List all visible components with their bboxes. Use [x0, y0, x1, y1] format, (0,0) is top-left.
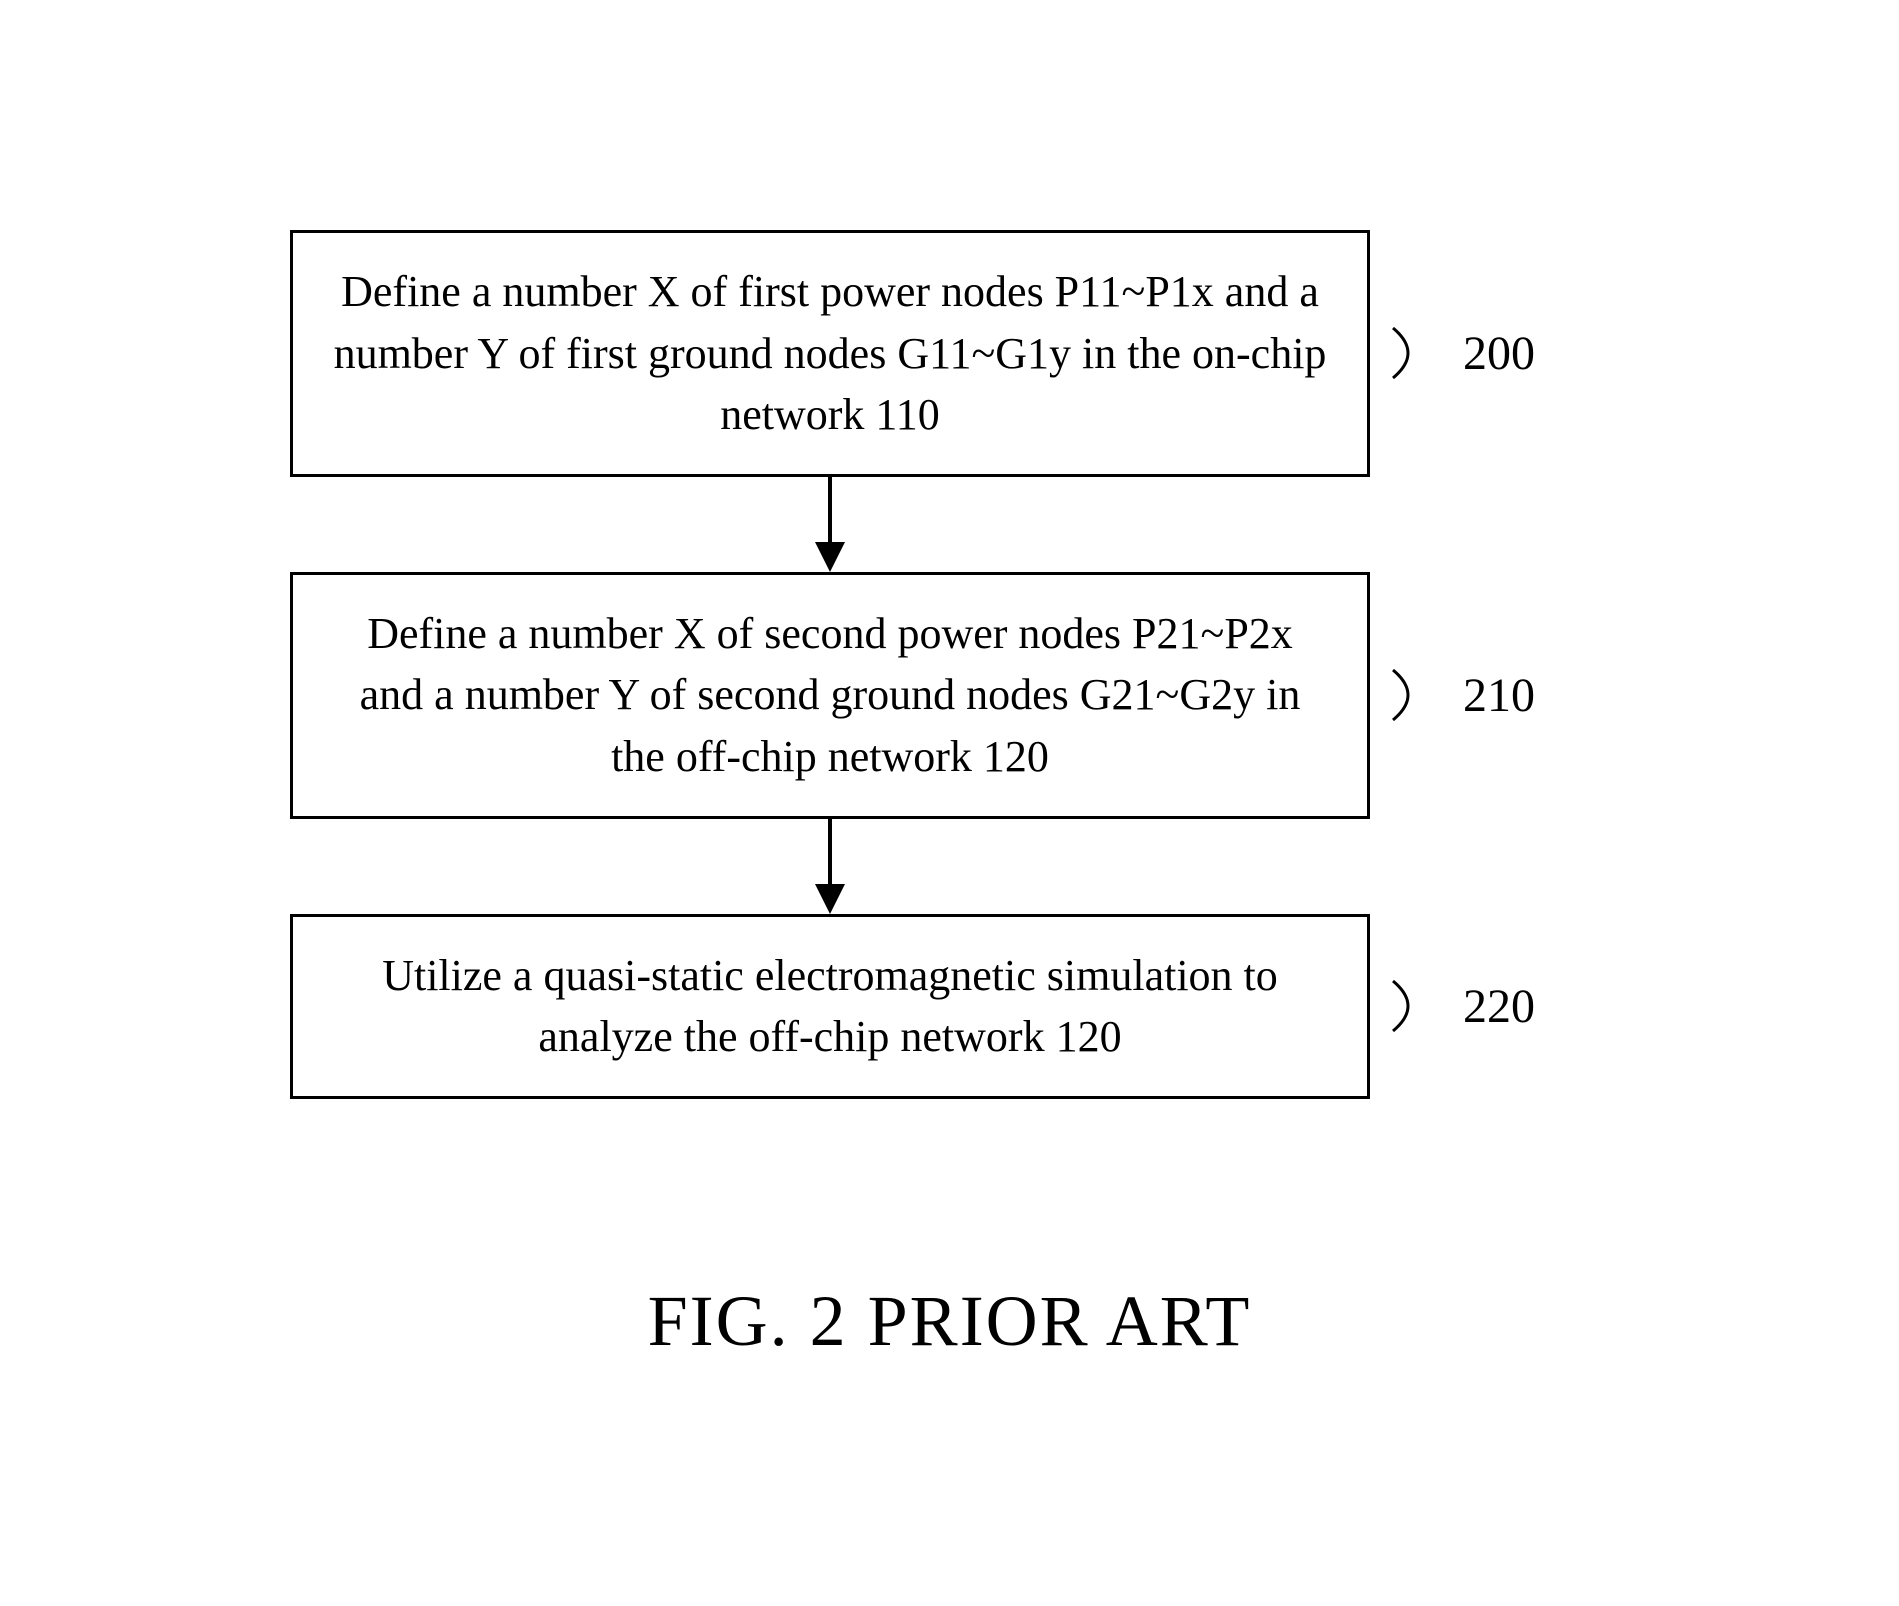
curve-icon	[1388, 318, 1458, 388]
figure-caption: FIG. 2 PRIOR ART	[0, 1280, 1899, 1363]
flow-box-200: Define a number X of first power nodes P…	[290, 230, 1370, 477]
label-connector-200: 200	[1388, 318, 1535, 388]
flow-box-label: 200	[1463, 320, 1535, 387]
arrow-200-210	[290, 477, 1370, 572]
curve-icon	[1388, 660, 1458, 730]
flow-box-text: Utilize a quasi-static electromagnetic s…	[382, 951, 1278, 1062]
arrow-down-icon	[805, 819, 855, 914]
flow-box-label: 210	[1463, 662, 1535, 729]
flow-box-label: 220	[1463, 973, 1535, 1040]
label-connector-210: 210	[1388, 660, 1535, 730]
label-connector-220: 220	[1388, 971, 1535, 1041]
arrow-210-220	[290, 819, 1370, 914]
flow-box-text: Define a number X of second power nodes …	[360, 609, 1301, 781]
flow-box-220: Utilize a quasi-static electromagnetic s…	[290, 914, 1370, 1099]
curve-icon	[1388, 971, 1458, 1041]
flowchart-container: Define a number X of first power nodes P…	[290, 230, 1610, 1099]
flow-box-210: Define a number X of second power nodes …	[290, 572, 1370, 819]
arrow-down-icon	[805, 477, 855, 572]
flow-box-text: Define a number X of first power nodes P…	[334, 267, 1327, 439]
